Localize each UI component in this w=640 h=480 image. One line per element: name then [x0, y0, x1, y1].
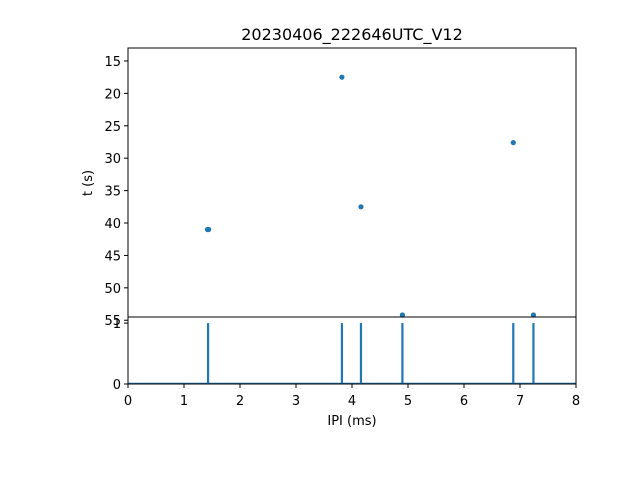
y-tick-label: 30 [104, 152, 121, 167]
y-tick-label: 1 [113, 317, 121, 332]
x-tick-label: 1 [180, 394, 188, 409]
bottom-panel-frame [127, 316, 577, 385]
x-tick-label: 4 [348, 394, 356, 409]
x-tick-label: 6 [460, 394, 468, 409]
y-tick-label: 45 [104, 249, 121, 264]
y-tick-label: 20 [104, 87, 121, 102]
scatter-panel: 15 20 25 30 35 40 45 50 55 t (s) [81, 47, 577, 329]
y-tick-label: 40 [104, 217, 121, 232]
y-tick-label: 55 [104, 314, 121, 329]
scatter-point [399, 312, 405, 318]
y-axis-label: t (s) [81, 170, 96, 196]
y-tick-label: 35 [104, 185, 121, 200]
y-tick-label: 50 [104, 282, 121, 297]
chart-title: 20230406_222646UTC_V12 [241, 25, 463, 45]
scatter-point [510, 140, 516, 146]
x-axis-label: IPI (ms) [327, 414, 376, 429]
x-tick-label: 0 [124, 394, 132, 409]
x-tick-label: 7 [516, 394, 524, 409]
scatter-points [204, 74, 537, 318]
scatter-point [530, 312, 537, 318]
x-tick-label: 3 [292, 394, 300, 409]
y-tick-label: 15 [104, 55, 121, 70]
top-y-ticks: 15 20 25 30 35 40 45 50 55 [104, 55, 128, 329]
scatter-point [358, 204, 364, 210]
x-tick-label: 2 [236, 394, 244, 409]
y-tick-label: 0 [113, 378, 121, 393]
y-tick-label: 25 [104, 120, 121, 135]
x-tick-label: 8 [572, 394, 580, 409]
x-ticks: 0 1 2 3 4 5 6 7 8 [124, 384, 580, 409]
x-tick-label: 5 [404, 394, 412, 409]
scatter-point [339, 74, 345, 80]
bottom-y-ticks: 01 [113, 317, 128, 393]
scatter-point [206, 226, 212, 233]
